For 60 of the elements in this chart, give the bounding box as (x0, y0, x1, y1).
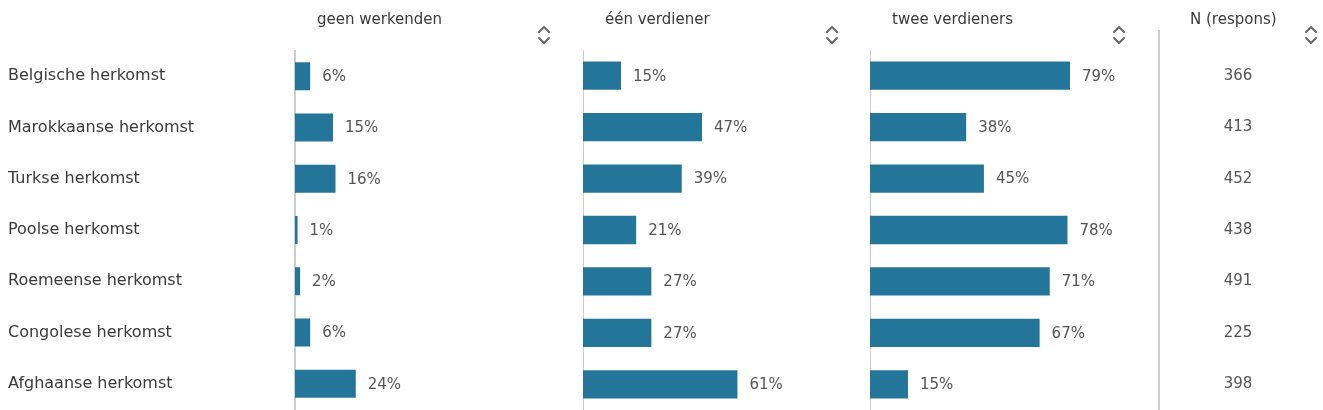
bar (583, 215, 637, 245)
data-label: 413 (1222, 117, 1254, 136)
y-tick-label: Afghaanse herkomst (8, 372, 173, 392)
y-tick-label: Poolse herkomst (8, 219, 140, 239)
bar (870, 215, 1068, 245)
y-tick-label: Marokkaanse herkomst (8, 116, 195, 136)
data-label: 6% (322, 323, 346, 342)
bar (870, 318, 1040, 347)
data-label: 24% (367, 374, 402, 393)
data-label: 45% (995, 169, 1030, 188)
data-label: 15% (344, 118, 379, 137)
chart-title: twee verdieners (892, 10, 1014, 28)
bar (583, 164, 682, 193)
data-label: 15% (919, 375, 954, 394)
bar (295, 369, 356, 398)
chart-title: geen werkenden (317, 10, 443, 28)
data-label: 78% (1079, 220, 1113, 239)
data-label: 27% (663, 323, 697, 342)
data-label: 71% (1061, 272, 1096, 291)
data-label: 6% (322, 67, 346, 86)
y-tick-label: Turkse herkomst (7, 167, 140, 187)
data-label: 47% (713, 118, 748, 137)
data-label: 398 (1222, 374, 1254, 393)
data-label: 438 (1222, 220, 1254, 238)
data-label: 21% (648, 220, 682, 239)
bar (295, 62, 311, 91)
bar (295, 164, 336, 193)
data-label: 39% (693, 169, 728, 188)
text: N (respons) (1190, 10, 1277, 28)
bar (295, 318, 311, 347)
data-label: 27% (663, 272, 697, 291)
bar (295, 113, 333, 142)
bar (295, 267, 301, 296)
data-label: 38% (978, 118, 1012, 137)
y-tick-label: Congolese herkomst (8, 321, 172, 341)
data-label: 79% (1082, 66, 1116, 85)
bar (870, 61, 1070, 90)
data-label: 15% (632, 66, 667, 85)
bar (870, 370, 908, 399)
chart-title: één verdiener (605, 10, 710, 28)
data-label: 16% (347, 169, 381, 188)
bar (295, 215, 298, 245)
data-label: 61% (749, 375, 783, 394)
y-tick-label: Roemeense herkomst (8, 270, 182, 290)
y-tick-label: Belgische herkomst (8, 65, 166, 85)
bar (583, 267, 652, 296)
bar (870, 164, 984, 193)
bar (583, 61, 621, 90)
data-label: 366 (1222, 65, 1254, 84)
data-label: 2% (312, 272, 336, 291)
bar (870, 267, 1050, 296)
bar (583, 113, 702, 142)
data-label: 1% (309, 220, 334, 239)
data-label: 225 (1222, 322, 1254, 341)
data-label: 491 (1222, 271, 1254, 290)
bar (870, 113, 967, 142)
data-label: 67% (1051, 323, 1085, 342)
data-label: 452 (1222, 168, 1254, 187)
bar (583, 370, 738, 399)
bar (583, 318, 652, 347)
